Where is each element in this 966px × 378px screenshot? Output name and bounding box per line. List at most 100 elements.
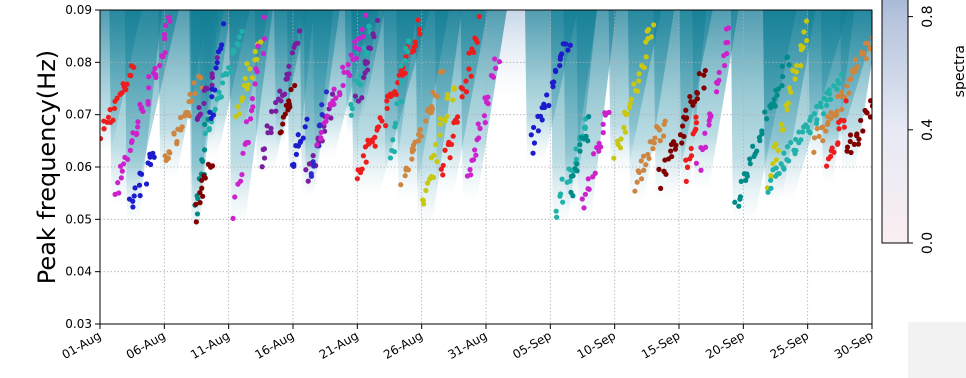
scatter-point xyxy=(737,196,743,202)
scatter-point xyxy=(444,95,450,102)
scatter-point xyxy=(259,164,265,170)
scatter-point xyxy=(212,106,218,112)
scatter-point xyxy=(310,153,316,159)
scatter-point xyxy=(679,140,685,146)
scatter-point xyxy=(869,103,872,109)
scatter-point xyxy=(412,39,418,45)
scatter-point xyxy=(392,120,399,126)
scatter-point xyxy=(437,121,443,127)
scatter-point xyxy=(417,127,423,133)
scatter-point xyxy=(835,77,841,83)
scatter-point xyxy=(638,176,645,182)
scatter-point xyxy=(143,181,150,187)
scatter-point xyxy=(218,94,224,100)
scatter-point xyxy=(831,149,837,155)
scatter-point xyxy=(477,125,483,132)
scatter-point xyxy=(567,42,573,48)
scatter-point xyxy=(585,138,591,144)
scatter-point xyxy=(361,74,367,81)
scatter-point xyxy=(398,63,404,69)
scatter-point xyxy=(476,13,482,20)
scatter-point xyxy=(820,124,826,130)
scatter-point xyxy=(333,95,339,101)
scatter-point xyxy=(423,118,429,124)
scatter-point xyxy=(209,94,215,100)
scatter-point xyxy=(402,173,408,179)
scatter-point xyxy=(794,62,800,69)
scatter-point xyxy=(409,156,415,162)
scatter-series xyxy=(693,25,732,173)
scatter-point xyxy=(254,69,260,75)
scatter-point xyxy=(780,73,786,80)
scatter-point xyxy=(632,188,638,194)
scatter-point xyxy=(785,100,791,106)
scatter-point xyxy=(867,46,872,52)
scatter-point xyxy=(835,93,841,99)
scatter-point xyxy=(447,155,453,161)
scatter-point xyxy=(770,160,776,167)
scatter-point xyxy=(377,115,383,121)
scatter-point xyxy=(585,186,591,192)
scatter-point xyxy=(466,50,472,56)
scatter-point xyxy=(784,54,790,61)
scatter-point xyxy=(551,79,557,85)
y-tick-label: 0.08 xyxy=(65,55,92,69)
scatter-point xyxy=(853,68,859,74)
scatter-point xyxy=(372,134,378,140)
scatter-point xyxy=(764,116,770,122)
scatter-point xyxy=(273,108,279,114)
scatter-point xyxy=(779,83,785,89)
scatter-point xyxy=(112,98,118,104)
scatter-point xyxy=(236,42,242,48)
scatter-series xyxy=(314,12,369,148)
plot-area xyxy=(99,9,873,325)
scatter-series xyxy=(162,73,206,164)
scatter-point xyxy=(440,162,446,169)
scatter-point xyxy=(773,157,779,163)
scatter-point xyxy=(856,136,862,142)
scatter-point xyxy=(786,62,792,68)
scatter-point xyxy=(146,85,152,91)
scatter-point xyxy=(854,64,860,70)
scatter-point xyxy=(310,159,316,165)
scatter-point xyxy=(433,93,439,99)
scatter-point xyxy=(834,108,840,114)
scatter-point xyxy=(236,34,243,40)
scatter-point xyxy=(199,185,205,191)
scatter-point xyxy=(302,124,308,130)
scatter-point xyxy=(241,82,247,89)
scatter-point xyxy=(212,87,218,93)
scatter-point xyxy=(127,72,133,79)
scatter-series xyxy=(277,82,298,136)
scatter-point xyxy=(781,150,787,156)
scatter-point xyxy=(240,150,246,156)
scatter-point xyxy=(570,173,576,179)
scatter-point xyxy=(687,93,693,100)
scatter-point xyxy=(131,64,137,70)
scatter-point xyxy=(115,180,121,186)
scatter-point xyxy=(657,127,663,133)
scatter-point xyxy=(417,31,423,37)
scatter-point xyxy=(804,38,810,44)
scatter-point xyxy=(713,89,720,95)
scatter-point xyxy=(107,107,113,113)
scatter-point xyxy=(650,22,657,28)
scatter-point xyxy=(774,171,780,177)
scatter-point xyxy=(847,138,853,145)
scatter-point xyxy=(798,47,804,53)
scatter-point xyxy=(374,127,380,133)
scatter-point xyxy=(402,70,408,76)
y-tick-label: 0.03 xyxy=(65,317,92,331)
scatter-point xyxy=(268,125,274,131)
scatter-point xyxy=(250,104,256,110)
scatter-point xyxy=(716,69,722,76)
scatter-point xyxy=(273,99,279,106)
scatter-point xyxy=(860,128,866,134)
scatter-point xyxy=(247,66,253,72)
scatter-series xyxy=(112,14,173,197)
scatter-point xyxy=(696,71,702,77)
scatter-series xyxy=(352,17,381,104)
scatter-point xyxy=(363,159,369,165)
scatter-point xyxy=(788,89,794,95)
scatter-point xyxy=(207,109,213,115)
